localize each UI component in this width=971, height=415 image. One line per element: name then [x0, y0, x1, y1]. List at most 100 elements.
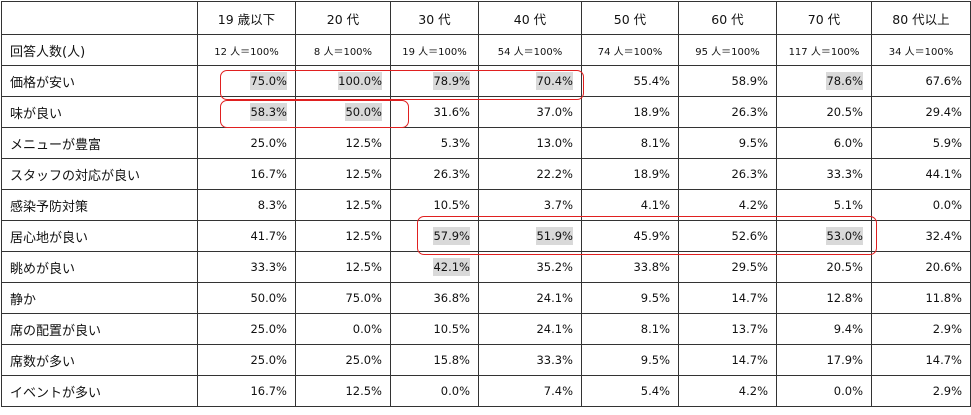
cell: 0.0%	[295, 313, 391, 345]
cell-text: 78.9%	[433, 72, 470, 90]
cell: 5.4%	[581, 375, 679, 407]
cell-text: 33.3%	[536, 353, 573, 367]
cell-text: 価格が安い	[10, 75, 76, 91]
cell-text: 25.0%	[250, 322, 287, 336]
row-label: 味が良い	[1, 96, 198, 128]
cell-text: 44.1%	[925, 167, 962, 181]
cell-text: 4.2%	[738, 384, 768, 398]
cell: 12.5%	[295, 189, 391, 221]
cell: 95 人＝100%	[678, 34, 777, 66]
cell: 50.0%	[295, 96, 391, 128]
cell: 36.8%	[390, 282, 479, 314]
cell-text: 8.1%	[640, 322, 670, 336]
column-header: 80 代以上	[871, 1, 971, 35]
cell: 12.5%	[295, 375, 391, 407]
cell: 55.4%	[581, 65, 679, 97]
cell-text: 29.4%	[925, 105, 962, 119]
cell-text: 12.5%	[345, 384, 382, 398]
cell-text: 16.7%	[250, 167, 287, 181]
cell: 26.3%	[390, 158, 479, 190]
cell: 74 人＝100%	[581, 34, 679, 66]
cell: 33.3%	[478, 344, 582, 376]
cell: 41.7%	[197, 220, 296, 252]
cell-text: 26.3%	[731, 167, 768, 181]
cell: 24.1%	[478, 313, 582, 345]
cell: 53.0%	[776, 220, 872, 252]
cell-text: 20.6%	[925, 260, 962, 274]
cell-text: 50.0%	[250, 291, 287, 305]
cell-text: 9.4%	[833, 322, 863, 336]
cell-text: 12.5%	[345, 136, 382, 150]
column-header: 19 歳以下	[197, 1, 296, 35]
cell: 6.0%	[776, 127, 872, 159]
cell-text: 5.4%	[640, 384, 670, 398]
cell-text: 70.4%	[536, 72, 573, 90]
cell: 0.0%	[871, 189, 971, 221]
cell: 78.6%	[776, 65, 872, 97]
cell: 12 人＝100%	[197, 34, 296, 66]
column-header: 70 代	[776, 1, 872, 35]
cell: 25.0%	[295, 344, 391, 376]
cell-text: 19 人＝100%	[402, 46, 467, 58]
cell-text: 10.5%	[433, 198, 470, 212]
cell-text: 12.8%	[826, 291, 863, 305]
cell-text: 74 人＝100%	[597, 46, 663, 58]
cell-text: 29.5%	[731, 260, 768, 274]
cell: 29.4%	[871, 96, 971, 128]
cell: 8.3%	[197, 189, 296, 221]
cell: 26.3%	[678, 158, 777, 190]
cell-text: 52.6%	[731, 229, 768, 243]
cell: 57.9%	[390, 220, 479, 252]
highlight-box	[417, 216, 877, 255]
cell-text: 回答人数(人)	[10, 44, 86, 60]
cell: 0.0%	[776, 375, 872, 407]
cell: 25.0%	[197, 313, 296, 345]
cell-text: 50.0%	[345, 103, 382, 121]
cell: 33.3%	[776, 158, 872, 190]
cell-text: 2.9%	[932, 384, 962, 398]
corner-cell	[1, 1, 198, 35]
column-header: 60 代	[678, 1, 777, 35]
cell-text: 37.0%	[536, 105, 573, 119]
table-row: 席数が多い 25.0% 25.0% 15.8% 33.3% 9.5% 14.7% 17.9% 1…	[1, 344, 971, 376]
cell-text: 18.9%	[633, 105, 670, 119]
cell-text: 22.2%	[536, 167, 573, 181]
cell-text: 眺めが良い	[10, 261, 76, 277]
cell-text: 20.5%	[826, 105, 863, 119]
cell-text: 3.7%	[543, 198, 573, 212]
cell-text: スタッフの対応が良い	[10, 168, 141, 184]
cell: 13.0%	[478, 127, 582, 159]
cell: 58.9%	[678, 65, 777, 97]
cell-text: 25.0%	[345, 353, 382, 367]
cell: 9.5%	[581, 344, 679, 376]
cell-text: 26.3%	[731, 105, 768, 119]
cell: 37.0%	[478, 96, 582, 128]
cell-text: 9.5%	[738, 136, 768, 150]
cell-text: 12.5%	[345, 198, 382, 212]
cell-text: 67.6%	[925, 74, 962, 88]
row-label: 静か	[1, 282, 198, 314]
cell: 45.9%	[581, 220, 679, 252]
cell-text: 31.6%	[433, 105, 470, 119]
row-label: 席数が多い	[1, 344, 198, 376]
cell: 34 人＝100%	[871, 34, 971, 66]
table-row: 席の配置が良い 25.0% 0.0% 10.5% 24.1% 8.1% 13.7% 9.4% 2…	[1, 313, 971, 345]
cell: 16.7%	[197, 375, 296, 407]
cell-text: 14.7%	[731, 291, 768, 305]
row-label: イベントが多い	[1, 375, 198, 407]
cell: 16.7%	[197, 158, 296, 190]
cell: 33.3%	[197, 251, 296, 283]
cell-text: 78.6%	[826, 72, 863, 90]
cell: 4.2%	[678, 375, 777, 407]
cell-text: 24.1%	[536, 291, 573, 305]
cell-text: 54 人＝100%	[497, 46, 563, 58]
column-header: 40 代	[478, 1, 582, 35]
cell: 14.7%	[678, 344, 777, 376]
cell-text: 33.3%	[826, 167, 863, 181]
cell: 22.2%	[478, 158, 582, 190]
cell-text: 15.8%	[433, 353, 470, 367]
cell-text: 10.5%	[433, 322, 470, 336]
cell-text: 20.5%	[826, 260, 863, 274]
cell-text: 0.0%	[352, 322, 382, 336]
